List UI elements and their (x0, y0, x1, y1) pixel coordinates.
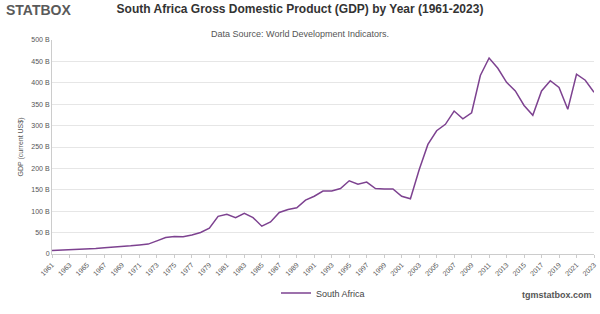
svg-text:2001: 2001 (389, 261, 405, 277)
svg-text:1997: 1997 (354, 261, 370, 277)
svg-text:1979: 1979 (197, 261, 213, 277)
svg-text:1961: 1961 (39, 261, 55, 277)
svg-text:150 B: 150 B (31, 186, 50, 193)
svg-text:300 B: 300 B (31, 122, 50, 129)
svg-text:GDP (current US$): GDP (current US$) (17, 118, 25, 177)
svg-text:1985: 1985 (249, 261, 265, 277)
svg-text:2009: 2009 (459, 261, 475, 277)
svg-text:2015: 2015 (511, 261, 527, 277)
svg-text:400 B: 400 B (31, 79, 50, 86)
svg-text:1993: 1993 (319, 261, 335, 277)
svg-text:350 B: 350 B (31, 101, 50, 108)
svg-text:2023: 2023 (581, 261, 597, 277)
svg-text:1975: 1975 (162, 261, 178, 277)
svg-text:1991: 1991 (301, 261, 317, 277)
svg-text:1969: 1969 (109, 261, 125, 277)
svg-text:450 B: 450 B (31, 58, 50, 65)
svg-text:2019: 2019 (546, 261, 562, 277)
svg-text:STATBOX: STATBOX (6, 2, 71, 18)
svg-text:1973: 1973 (144, 261, 160, 277)
svg-text:Data Source: World Development: Data Source: World Development Indicator… (211, 29, 389, 39)
svg-text:1987: 1987 (267, 261, 283, 277)
svg-text:1965: 1965 (74, 261, 90, 277)
svg-text:2013: 2013 (494, 261, 510, 277)
svg-text:1977: 1977 (179, 261, 195, 277)
svg-text:2017: 2017 (529, 261, 545, 277)
svg-text:1967: 1967 (92, 261, 108, 277)
svg-text:1999: 1999 (371, 261, 387, 277)
svg-text:1971: 1971 (127, 261, 143, 277)
svg-text:1983: 1983 (232, 261, 248, 277)
svg-text:2007: 2007 (441, 261, 457, 277)
svg-text:0: 0 (46, 250, 50, 257)
svg-text:500 B: 500 B (31, 36, 50, 43)
svg-text:South Africa Gross Domestic Pr: South Africa Gross Domestic Product (GDP… (117, 2, 484, 16)
svg-text:50 B: 50 B (35, 229, 50, 236)
svg-text:2021: 2021 (564, 261, 580, 277)
svg-text:1963: 1963 (57, 261, 73, 277)
svg-text:100 B: 100 B (31, 208, 50, 215)
svg-text:tgmstatbox.com: tgmstatbox.com (522, 290, 592, 300)
svg-text:1989: 1989 (284, 261, 300, 277)
svg-text:2005: 2005 (424, 261, 440, 277)
svg-text:1995: 1995 (336, 261, 352, 277)
svg-text:200 B: 200 B (31, 165, 50, 172)
svg-text:2003: 2003 (406, 261, 422, 277)
svg-text:250 B: 250 B (31, 143, 50, 150)
svg-text:2011: 2011 (477, 261, 493, 277)
svg-text:1981: 1981 (214, 261, 230, 277)
svg-text:South Africa: South Africa (316, 289, 365, 299)
